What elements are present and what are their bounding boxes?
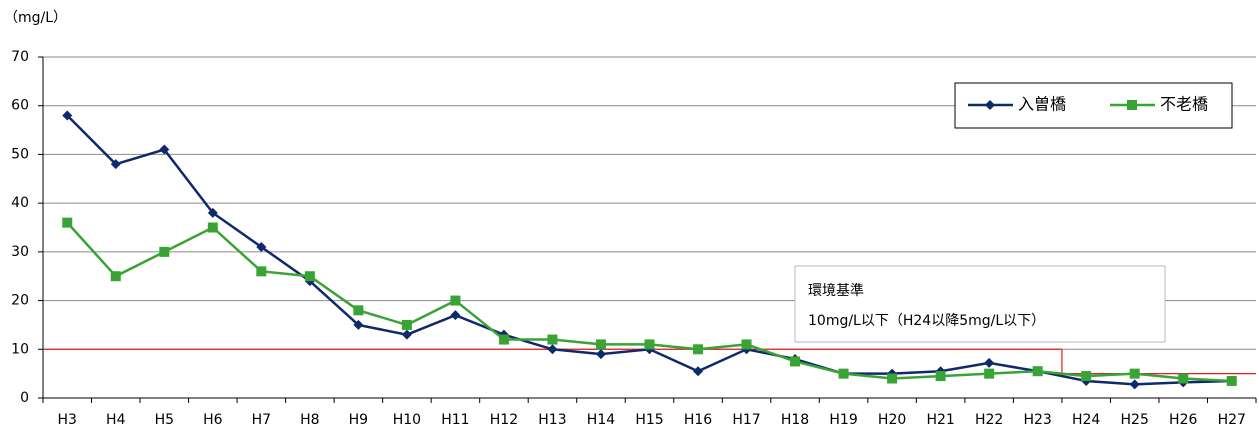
annotation-title: 環境基準 bbox=[808, 282, 864, 299]
x-tick-label: H11 bbox=[441, 412, 469, 428]
marker bbox=[62, 110, 73, 121]
legend: 入曽橋 不老橋 bbox=[954, 82, 1233, 129]
legend-marker bbox=[1127, 100, 1137, 110]
legend-label: 不老橋 bbox=[1160, 95, 1208, 114]
marker bbox=[353, 319, 364, 330]
x-tick-label: H4 bbox=[106, 412, 126, 428]
marker bbox=[644, 339, 655, 350]
marker bbox=[110, 271, 121, 282]
x-tick-label: H12 bbox=[490, 412, 518, 428]
marker bbox=[450, 295, 461, 306]
marker bbox=[984, 368, 995, 379]
x-tick-label: H5 bbox=[155, 412, 174, 428]
marker bbox=[401, 319, 412, 330]
x-tick-label: H26 bbox=[1169, 412, 1197, 428]
x-tick-label: H25 bbox=[1121, 412, 1149, 428]
x-tick-label: H10 bbox=[393, 412, 421, 428]
x-tick-label: H9 bbox=[349, 412, 368, 428]
x-tick-label: H18 bbox=[781, 412, 809, 428]
marker bbox=[1129, 379, 1140, 390]
marker bbox=[256, 241, 267, 252]
x-tick-label: H13 bbox=[538, 412, 566, 428]
marker bbox=[110, 159, 121, 170]
marker bbox=[838, 368, 849, 379]
annotation-text: 10mg/L以下（H24以降5mg/L以下） bbox=[808, 313, 1045, 329]
x-tick-label: H27 bbox=[1218, 412, 1246, 428]
marker bbox=[207, 207, 218, 218]
marker bbox=[693, 344, 704, 355]
x-tick-label: H17 bbox=[732, 412, 760, 428]
marker bbox=[1081, 371, 1092, 382]
marker bbox=[790, 356, 801, 367]
y-tick-label: 0 bbox=[20, 390, 29, 406]
marker bbox=[450, 310, 461, 321]
y-tick-label: 40 bbox=[11, 195, 29, 211]
x-tick-label: H15 bbox=[635, 412, 663, 428]
marker bbox=[935, 371, 946, 382]
y-tick-label: 30 bbox=[11, 244, 29, 260]
marker bbox=[207, 222, 218, 233]
marker bbox=[256, 266, 267, 277]
x-tick-label: H14 bbox=[587, 412, 615, 428]
x-tick-label: H16 bbox=[684, 412, 712, 428]
y-tick-label: 60 bbox=[11, 98, 29, 114]
x-tick-label: H8 bbox=[300, 412, 319, 428]
y-axis-label: （mg/L） bbox=[4, 10, 67, 26]
x-tick-label: H20 bbox=[878, 412, 906, 428]
marker bbox=[1226, 375, 1237, 386]
marker bbox=[547, 344, 558, 355]
marker bbox=[498, 334, 509, 345]
y-tick-label: 10 bbox=[11, 341, 29, 357]
marker bbox=[595, 349, 606, 360]
x-tick-label: H24 bbox=[1072, 412, 1100, 428]
marker bbox=[353, 305, 364, 316]
y-tick-label: 50 bbox=[11, 146, 29, 162]
marker bbox=[595, 339, 606, 350]
x-tick-label: H6 bbox=[203, 412, 223, 428]
annotation: 環境基準 10mg/L以下（H24以降5mg/L以下） bbox=[794, 265, 1166, 343]
marker bbox=[159, 144, 170, 155]
marker bbox=[62, 217, 73, 228]
x-tick-label: H7 bbox=[252, 412, 271, 428]
marker bbox=[1129, 368, 1140, 379]
marker bbox=[547, 334, 558, 345]
marker bbox=[401, 329, 412, 340]
x-tick-label: H23 bbox=[1023, 412, 1051, 428]
marker bbox=[741, 339, 752, 350]
legend-label: 入曽橋 bbox=[1018, 95, 1066, 114]
marker bbox=[1178, 373, 1189, 384]
x-tick-label: H19 bbox=[829, 412, 857, 428]
x-tick-label: H3 bbox=[58, 412, 77, 428]
marker bbox=[304, 271, 315, 282]
y-tick-label: 70 bbox=[11, 49, 29, 65]
marker bbox=[693, 366, 704, 377]
annotation-box bbox=[794, 265, 1166, 343]
marker bbox=[887, 373, 898, 384]
x-tick-label: H22 bbox=[975, 412, 1003, 428]
y-tick-label: 20 bbox=[11, 293, 29, 309]
x-tick-label: H21 bbox=[926, 412, 954, 428]
marker bbox=[1032, 366, 1043, 377]
marker bbox=[159, 246, 170, 257]
marker bbox=[984, 357, 995, 368]
legend-marker bbox=[985, 100, 995, 110]
